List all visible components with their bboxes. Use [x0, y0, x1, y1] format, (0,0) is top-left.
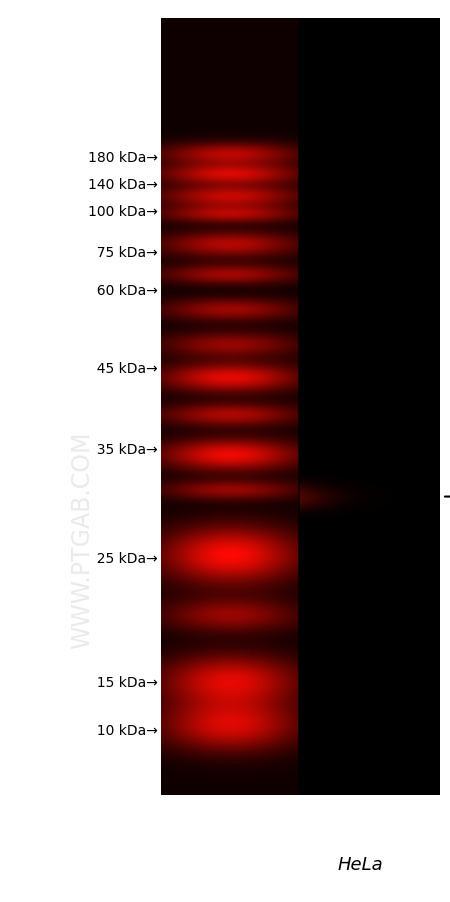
Text: WWW.PTGAB.COM: WWW.PTGAB.COM	[70, 431, 94, 649]
Text: 35 kDa→: 35 kDa→	[88, 443, 158, 457]
Text: 25 kDa→: 25 kDa→	[88, 551, 158, 565]
Text: 180 kDa→: 180 kDa→	[88, 151, 158, 165]
Text: HeLa: HeLa	[337, 855, 383, 873]
Text: 140 kDa→: 140 kDa→	[88, 178, 158, 192]
Bar	[161, 20, 440, 796]
Text: 10 kDa→: 10 kDa→	[88, 723, 158, 737]
Text: 60 kDa→: 60 kDa→	[88, 284, 158, 298]
Text: 75 kDa→: 75 kDa→	[88, 246, 158, 260]
Text: 100 kDa→: 100 kDa→	[88, 205, 158, 219]
Text: 15 kDa→: 15 kDa→	[88, 675, 158, 689]
Text: 45 kDa→: 45 kDa→	[88, 362, 158, 376]
